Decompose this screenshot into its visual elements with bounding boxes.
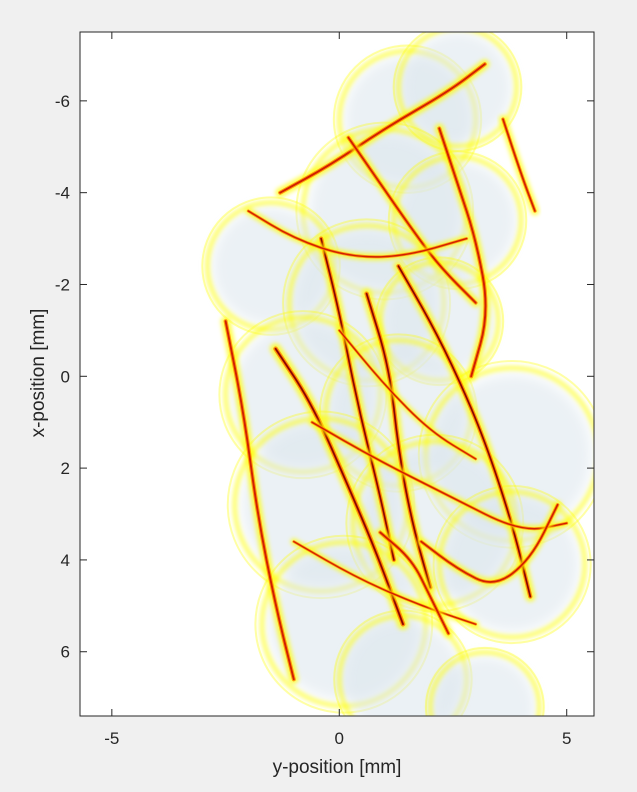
ridge-4 — [393, 261, 536, 602]
ridge-8 — [498, 115, 540, 216]
ridge-layer — [220, 59, 571, 685]
ridge-9 — [308, 418, 571, 533]
x-tick-label-2: 5 — [562, 729, 571, 748]
y-tick-label-3: 0 — [61, 367, 70, 386]
blob-ring-12 — [436, 489, 588, 640]
x-tick-label-0: -5 — [104, 729, 119, 748]
axes-box — [79, 31, 595, 717]
y-tick-label-2: -2 — [55, 275, 70, 294]
ridge-14 — [375, 527, 453, 638]
y-tick-label-5: 4 — [61, 551, 70, 570]
y-tick-label-6: 6 — [61, 643, 70, 662]
x-tick-label-1: 0 — [335, 729, 344, 748]
y-tick-label-4: 2 — [61, 459, 70, 478]
ridge-2 — [316, 233, 399, 565]
plot-area — [80, 32, 594, 716]
axes: -5 0 5 -6 -4 -2 0 2 4 6 — [55, 31, 595, 748]
blob-ring-15 — [427, 649, 542, 716]
ridge-7 — [434, 123, 491, 382]
ridge-10 — [417, 500, 562, 587]
blob-halo-12 — [432, 484, 592, 645]
blob-ring-1 — [395, 32, 520, 149]
y-tick-label-0: -6 — [55, 92, 70, 111]
blob-halo-1 — [392, 32, 523, 152]
ridge-11 — [244, 207, 471, 261]
y-axis-label: x-position [mm] — [28, 309, 49, 438]
ridge-3 — [361, 288, 436, 593]
ridge-12 — [336, 327, 479, 463]
blob-fill-15 — [434, 656, 536, 716]
ridge-6 — [343, 133, 481, 308]
ridge-1 — [269, 343, 409, 630]
y-tick-label-1: -4 — [55, 184, 70, 203]
blob-halo-15 — [424, 646, 545, 716]
ridge-0 — [220, 316, 299, 685]
x-axis-label: y-position [mm] — [273, 757, 402, 778]
ridge-13 — [290, 538, 479, 628]
